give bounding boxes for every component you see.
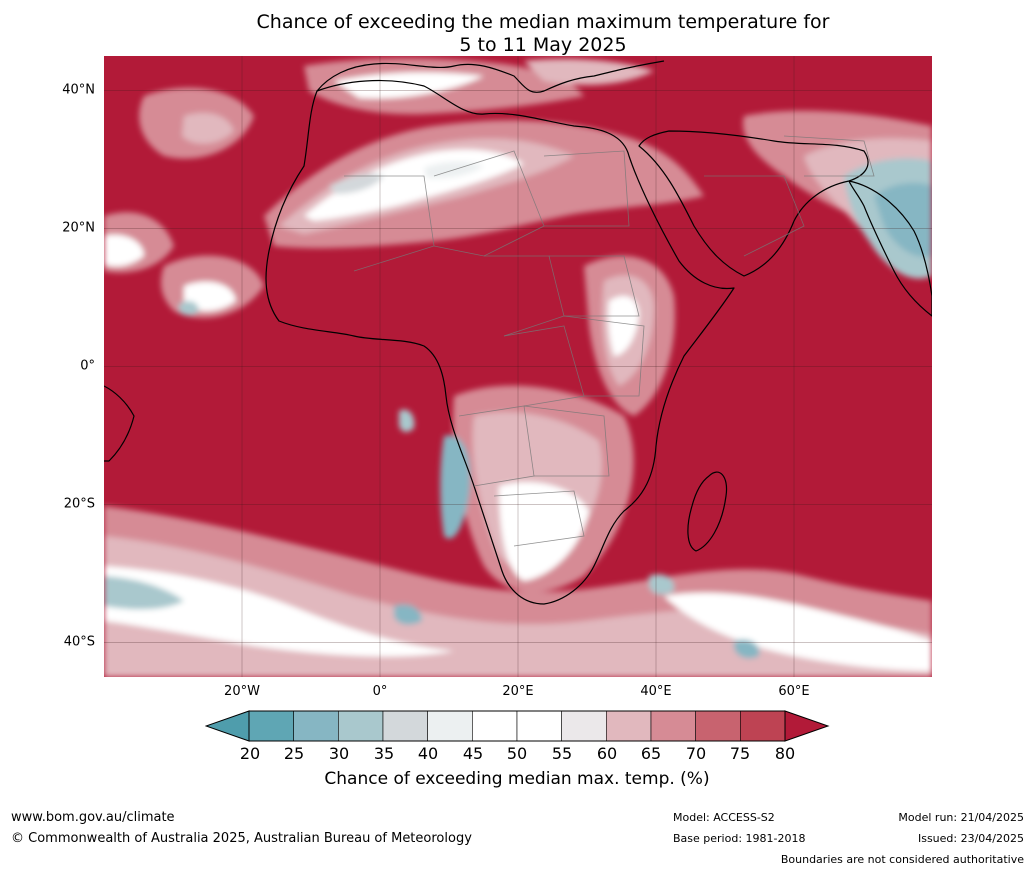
lat-tick-label: 20°S	[63, 496, 95, 512]
colorbar-tick-label: 70	[685, 744, 707, 763]
footer-disclaimer: Boundaries are not considered authoritat…	[780, 853, 1024, 866]
colorbar-swatch	[382, 710, 428, 742]
footer-base-period: Base period: 1981-2018	[673, 832, 806, 845]
footer-model: Model: ACCESS-S2	[673, 811, 775, 824]
colorbar-label: Chance of exceeding median max. temp. (%…	[324, 769, 710, 789]
colorbar-tick-label: 40	[417, 744, 439, 763]
colorbar-tick-label: 55	[551, 744, 573, 763]
lat-tick-label: 20°N	[62, 220, 95, 236]
colorbar-under-arrow	[205, 710, 250, 742]
country-borders	[344, 135, 875, 547]
colorbar-swatch	[248, 710, 294, 742]
colorbar-tick-label: 75	[729, 744, 751, 763]
graticule	[104, 56, 932, 677]
lat-tick-label: 40°N	[62, 82, 95, 98]
lon-tick-label: 20°W	[224, 684, 260, 699]
coastlines	[104, 60, 932, 605]
lat-tick-label: 0°	[80, 358, 95, 374]
footer-copyright: © Commonwealth of Australia 2025, Austra…	[11, 831, 472, 846]
colorbar-swatch	[516, 710, 562, 742]
footer-model-run: Model run: 21/04/2025	[898, 811, 1024, 824]
chart-title-line-1: Chance of exceeding the median maximum t…	[256, 11, 830, 33]
colorbar-swatch	[561, 710, 607, 742]
colorbar	[205, 710, 830, 742]
colorbar-tick-label: 20	[239, 744, 261, 763]
colorbar-tick-label: 35	[373, 744, 395, 763]
colorbar-frame	[248, 710, 786, 742]
lon-tick-label: 40°E	[640, 684, 672, 699]
footer-issued: Issued: 23/04/2025	[917, 832, 1024, 845]
forecast-map	[104, 56, 932, 677]
colorbar-swatch	[606, 710, 652, 742]
colorbar-tick-label: 30	[328, 744, 350, 763]
probability-shading	[104, 58, 932, 677]
footer-website: www.bom.gov.au/climate	[11, 810, 175, 825]
lat-tick-label: 40°S	[63, 634, 95, 650]
colorbar-swatch	[427, 710, 473, 742]
colorbar-tick-label: 50	[506, 744, 528, 763]
colorbar-tick-label: 60	[596, 744, 618, 763]
colorbar-swatch	[293, 710, 339, 742]
lon-tick-label: 60°E	[778, 684, 810, 699]
colorbar-swatch	[695, 710, 741, 742]
colorbar-tick-label: 65	[640, 744, 662, 763]
colorbar-swatch	[472, 710, 518, 742]
lon-tick-label: 20°E	[502, 684, 534, 699]
colorbar-tick-label: 45	[462, 744, 484, 763]
chart-title-line-2: 5 to 11 May 2025	[459, 34, 627, 56]
colorbar-tick-label: 25	[283, 744, 305, 763]
colorbar-swatch	[338, 710, 384, 742]
colorbar-over-arrow	[784, 710, 830, 742]
colorbar-swatch	[650, 710, 696, 742]
lon-tick-label: 0°	[372, 684, 388, 699]
colorbar-swatch	[740, 710, 786, 742]
colorbar-tick-label: 80	[774, 744, 796, 763]
